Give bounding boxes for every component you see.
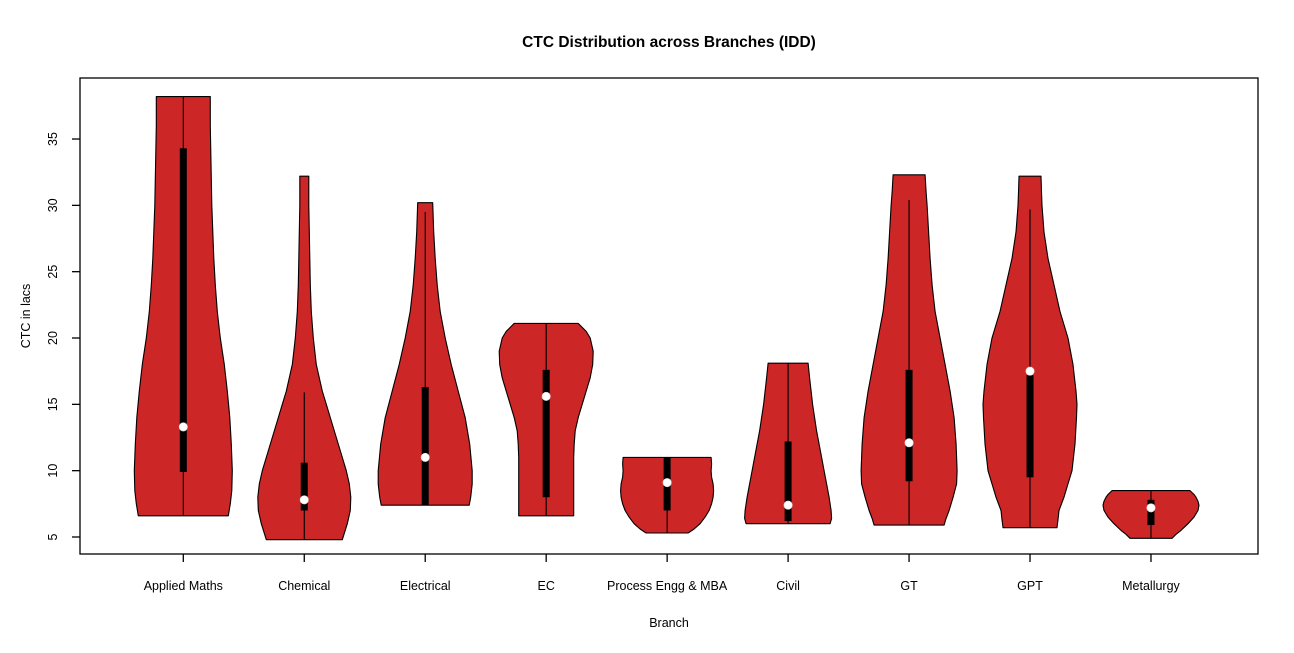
violin-civil: [744, 362, 833, 525]
plot-frame: [79, 77, 1259, 555]
median-dot-gt: [904, 438, 914, 448]
y-tick-label: 25: [46, 265, 60, 279]
violin-gt: [860, 174, 958, 526]
violin-process-engg-mba: [620, 456, 715, 534]
median-dot-metallurgy: [1146, 503, 1156, 513]
median-dot-ec: [541, 391, 551, 401]
y-tick-label: 30: [46, 198, 60, 212]
y-tick-label: 35: [46, 132, 60, 146]
median-dot-electrical: [420, 452, 430, 462]
y-tick-label: 10: [46, 464, 60, 478]
x-tick-label-gt: GT: [900, 579, 918, 593]
x-tick-label-applied-maths: Applied Maths: [144, 579, 223, 593]
y-axis-title: CTC in lacs: [19, 284, 33, 349]
y-tick-label: 5: [46, 533, 60, 540]
y-tick-label: 20: [46, 331, 60, 345]
median-dot-gpt: [1025, 366, 1035, 376]
x-tick-label-civil: Civil: [776, 579, 800, 593]
x-axis-title: Branch: [649, 616, 689, 630]
iqr-bar-civil: [784, 441, 792, 522]
violin-electrical: [377, 202, 473, 506]
violin-shape-chemical: [257, 175, 352, 541]
iqr-bar-gpt: [1026, 375, 1034, 478]
violin-applied-maths: [133, 96, 233, 517]
median-dot-applied-maths: [178, 422, 188, 432]
y-tick-label: 15: [46, 397, 60, 411]
iqr-bar-applied-maths: [179, 148, 187, 472]
axes: 5 10 15 20 25 30 35 Applied Maths Chemical Electr…: [46, 77, 1259, 593]
x-tick-label-metallurgy: Metallurgy: [1122, 579, 1180, 593]
violin-chemical: [257, 175, 352, 541]
violins: [133, 96, 1200, 541]
median-dot-civil: [783, 500, 793, 510]
iqr-bar-electrical: [421, 387, 429, 506]
violin-ec: [498, 322, 594, 517]
iqr-bar-ec: [542, 369, 550, 498]
median-dot-chemical: [299, 495, 309, 505]
x-tick-label-chemical: Chemical: [278, 579, 330, 593]
median-dot-process-engg-mba: [662, 478, 672, 488]
iqr-bar-metallurgy: [1147, 499, 1155, 526]
chart-title: CTC Distribution across Branches (IDD): [522, 34, 816, 51]
x-tick-label-gpt: GPT: [1017, 579, 1043, 593]
x-tick-label-process-engg-mba: Process Engg & MBA: [607, 579, 728, 593]
violin-metallurgy: [1102, 490, 1200, 539]
x-tick-label-electrical: Electrical: [400, 579, 451, 593]
iqr-bar-chemical: [300, 462, 308, 511]
violin-gpt: [982, 175, 1078, 529]
iqr-bar-gt: [905, 369, 913, 482]
x-tick-label-ec: EC: [537, 579, 554, 593]
